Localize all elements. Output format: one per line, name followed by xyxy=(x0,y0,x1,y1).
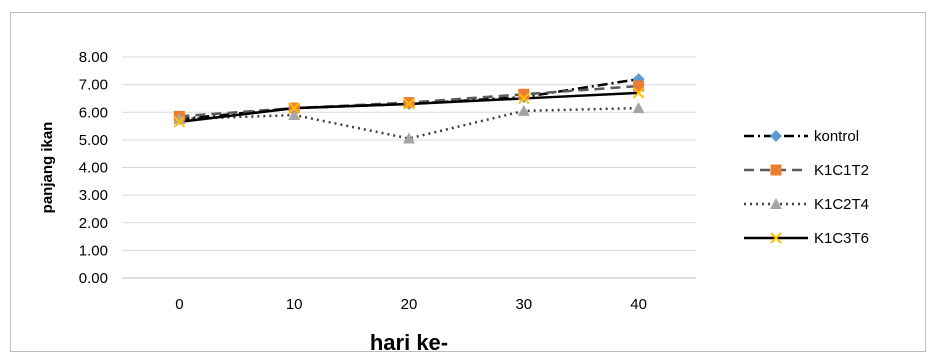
gridlines xyxy=(122,56,696,251)
legend-marker-K1C2T4 xyxy=(770,198,782,209)
data-point-K1C2T4 xyxy=(173,113,186,125)
chart-area xyxy=(10,12,926,352)
y-tick-label: 1.00 xyxy=(79,242,108,259)
x-axis-title: hari ke- xyxy=(370,330,448,355)
y-tick-label: 5.00 xyxy=(79,132,108,149)
y-tick-label: 6.00 xyxy=(79,104,108,121)
legend-marker-K1C1T2 xyxy=(770,164,782,176)
data-point-K1C1T2 xyxy=(518,88,530,100)
legend-label: K1C1T2 xyxy=(814,162,869,179)
data-point-K1C3T6 xyxy=(403,98,415,110)
x-tick-label: 40 xyxy=(630,296,647,313)
x-tick-label: 10 xyxy=(286,296,303,313)
y-tick-label: 3.00 xyxy=(79,187,108,204)
data-point-K1C3T6 xyxy=(518,92,530,105)
legend: kontrol K1C1T2 K1C2T4 K1C3T6 xyxy=(744,128,869,247)
y-tick-label: 4.00 xyxy=(79,160,108,177)
data-point-K1C2T4 xyxy=(632,102,645,114)
legend-marker-K1C3T6 xyxy=(770,232,782,244)
series-markers xyxy=(173,73,645,144)
y-tick-label: 2.00 xyxy=(79,215,108,232)
data-point-K1C2T4 xyxy=(403,132,415,144)
y-tick-label: 7.00 xyxy=(79,77,108,94)
legend-label: kontrol xyxy=(814,128,859,145)
y-tick-label: 8.00 xyxy=(79,49,108,66)
series-line-kontrol xyxy=(179,77,639,121)
y-tick-labels: 0.00 1.00 2.00 3.00 4.00 5.00 6.00 7.00 8.00 xyxy=(79,49,108,287)
data-point-K1C1T2 xyxy=(633,80,645,92)
data-point-K1C3T6 xyxy=(632,87,645,99)
data-point-K1C2T4 xyxy=(517,104,530,116)
legend-label: K1C3T6 xyxy=(814,230,869,247)
y-axis-title: panjang ikan xyxy=(39,122,56,214)
x-tick-label: 30 xyxy=(515,296,532,313)
data-point-K1C2T4 xyxy=(288,109,301,121)
x-tick-label: 20 xyxy=(401,296,418,313)
legend-marker-kontrol xyxy=(770,130,782,142)
legend-label: K1C2T4 xyxy=(814,196,869,213)
data-point-K1C3T6 xyxy=(288,102,300,114)
data-point-K1C3T6 xyxy=(173,116,186,128)
x-tick-label: 0 xyxy=(175,296,183,313)
x-tick-labels: 0 10 20 30 40 xyxy=(175,296,647,313)
y-tick-label: 0.00 xyxy=(79,270,108,287)
